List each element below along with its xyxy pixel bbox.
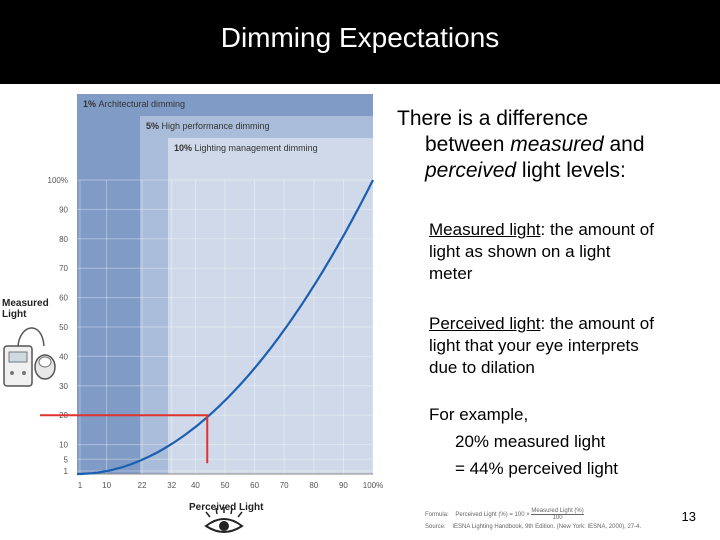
perceived-line-3: due to dilation <box>429 358 535 377</box>
intro-text-levels: light levels: <box>516 159 626 182</box>
intro-line-3: perceived light levels: <box>425 158 626 184</box>
x-tick-label: 90 <box>339 481 348 490</box>
y-axis-label-2: Light <box>2 309 27 320</box>
formula-denominator: 100 <box>552 515 563 521</box>
y-tick-label: 30 <box>59 382 68 391</box>
formula-mid: = 100 × <box>509 512 530 519</box>
eye-icon <box>204 507 244 533</box>
band-label: 1% Architectural dimming <box>83 99 185 109</box>
dimming-chart: 1% Architectural dimming 5% High performa… <box>2 94 383 533</box>
example-line-3: = 44% perceived light <box>455 459 619 478</box>
y-tick-label: 5 <box>64 455 69 464</box>
x-axis-label: Perceived Light <box>189 502 264 513</box>
example-annotation-line <box>40 414 209 464</box>
measured-term: Measured light <box>429 220 541 239</box>
formula-footnote: Formula: Perceived Light (%) = 100 × Mea… <box>425 508 584 521</box>
x-tick-label: 1 <box>78 481 83 490</box>
measured-def: : the amount of <box>540 220 654 239</box>
page-number: 13 <box>681 509 696 524</box>
measured-line-3: meter <box>429 264 473 283</box>
band-label: 10% Lighting management dimming <box>174 143 318 153</box>
x-tick-label: 10 <box>102 481 111 490</box>
intro-line-2: between measured and <box>425 132 645 158</box>
y-axis-label-1: Measured <box>2 298 49 309</box>
formula-fraction: Measured Light (%) 100 <box>531 508 584 521</box>
intro-measured: measured <box>510 133 604 156</box>
title-bar: Dimming Expectations <box>0 0 720 84</box>
x-tick-label: 80 <box>309 481 318 490</box>
y-tick-label: 80 <box>59 235 68 244</box>
band-label: 5% High performance dimming <box>146 121 270 131</box>
x-tick-label: 60 <box>250 481 259 490</box>
light-meter-icon <box>3 327 56 387</box>
y-tick-label: 70 <box>59 264 68 273</box>
dimming-band <box>168 138 373 474</box>
perceived-term: Perceived light <box>429 314 541 333</box>
y-tick-label: 50 <box>59 323 68 332</box>
example-line-1: For example, <box>429 405 529 424</box>
intro-text: between <box>425 133 511 156</box>
perceived-def: : the amount of <box>540 314 654 333</box>
example-line-2: 20% measured light <box>455 432 606 451</box>
x-tick-label: 70 <box>280 481 289 490</box>
formula-label: Formula: <box>425 512 449 519</box>
y-tick-label: 10 <box>59 441 68 450</box>
perceived-line-1: Perceived light: the amount of <box>429 313 654 335</box>
y-tick-label: 1 <box>64 467 69 476</box>
explanation-panel: There is a difference between measured a… <box>395 84 720 540</box>
formula-lhs: Perceived Light (%) <box>455 512 508 519</box>
x-tick-label: 40 <box>191 481 200 490</box>
y-tick-label: 100% <box>48 176 68 185</box>
y-tick-label: 40 <box>59 352 68 361</box>
y-tick-label: 90 <box>59 205 68 214</box>
formula-numerator: Measured Light (%) <box>531 508 584 515</box>
measured-line-2: light as shown on a light <box>429 242 611 261</box>
source-text: IESNA Lighting Handbook, 9th Edition. (N… <box>452 524 642 530</box>
x-tick-label: 100% <box>363 481 383 490</box>
x-tick-label: 22 <box>138 481 147 490</box>
x-tick-label: 50 <box>221 481 230 490</box>
x-tick-label: 32 <box>167 481 176 490</box>
perceived-line-2: light that your eye interprets <box>429 336 639 355</box>
y-tick-label: 60 <box>59 294 68 303</box>
source-label: Source: <box>425 524 446 530</box>
intro-text-and: and <box>603 133 645 156</box>
intro-line-1: There is a difference <box>397 107 589 130</box>
source-footnote: Source: IESNA Lighting Handbook, 9th Edi… <box>425 524 641 530</box>
perception-curve <box>77 179 374 476</box>
intro-perceived: perceived <box>425 159 517 182</box>
measured-line-1: Measured light: the amount of <box>429 219 654 241</box>
slide-title: Dimming Expectations <box>220 22 500 53</box>
